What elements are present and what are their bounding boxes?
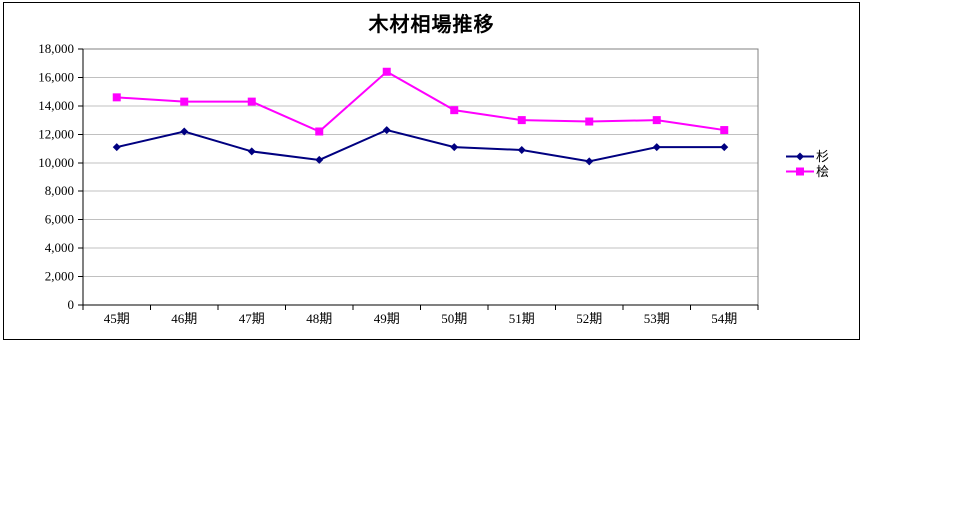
series-marker-0 <box>652 143 661 152</box>
series-marker-0 <box>315 155 324 164</box>
y-tick-label: 0 <box>68 297 75 312</box>
series-marker-0 <box>720 143 729 152</box>
legend: 杉 桧 <box>786 149 829 179</box>
y-tick-label: 10,000 <box>38 155 74 170</box>
legend-label-hinoki: 桧 <box>816 164 830 179</box>
y-tick-label: 4,000 <box>45 240 74 255</box>
x-tick-label: 46期 <box>171 311 197 326</box>
plot-svg: 0 2,000 4,000 6,000 8,000 10,000 12,000 14,000 1… <box>38 41 759 326</box>
legend-item-sugi: 杉 <box>786 149 829 164</box>
legend-item-hinoki: 桧 <box>786 164 829 179</box>
series-marker-0 <box>517 145 526 154</box>
series-marker-1 <box>585 117 594 126</box>
y-tick-label: 2,000 <box>45 269 74 284</box>
series-marker-1 <box>247 97 256 106</box>
series-marker-0 <box>450 143 459 152</box>
chart-frame[interactable]: 木材相場推移 0 2,000 4,000 6,000 8,000 10,000 12,000… <box>3 2 860 340</box>
x-tick-label: 50期 <box>441 311 467 326</box>
series-marker-0 <box>247 147 256 156</box>
series-line-1 <box>116 70 725 133</box>
y-tick-label: 12,000 <box>38 126 74 141</box>
series-marker-0 <box>180 127 189 136</box>
legend-sample-marker <box>796 152 804 161</box>
series-marker-0 <box>112 143 121 152</box>
x-tick-label: 49期 <box>374 311 400 326</box>
x-tick-label: 51期 <box>509 311 535 326</box>
y-tick-label: 14,000 <box>38 98 74 113</box>
series-marker-1 <box>112 93 121 102</box>
sugi-line-diamond-icon <box>786 152 814 161</box>
x-tick-label: 53期 <box>644 311 670 326</box>
legend-label-sugi: 杉 <box>816 149 830 164</box>
series-marker-1 <box>720 126 729 135</box>
legend-sample-marker <box>796 167 804 176</box>
y-tick-label: 6,000 <box>45 212 74 227</box>
series-line-0 <box>116 129 725 163</box>
plot-border <box>82 48 759 306</box>
series-marker-1 <box>315 127 324 136</box>
x-tick-label: 52期 <box>576 311 602 326</box>
hinoki-line-square-icon <box>786 167 814 176</box>
series-marker-1 <box>517 116 526 125</box>
x-tick-label: 47期 <box>239 311 265 326</box>
chart-title: 木材相場推移 <box>368 14 495 36</box>
x-tick-label: 48期 <box>306 311 332 326</box>
x-tick-label: 45期 <box>104 311 130 326</box>
series-marker-0 <box>382 126 391 135</box>
y-tick-label: 18,000 <box>38 41 74 56</box>
x-tick-label: 54期 <box>711 311 737 326</box>
series-marker-1 <box>180 97 189 106</box>
series-marker-1 <box>382 67 391 76</box>
series-marker-0 <box>585 157 594 166</box>
y-tick-label: 16,000 <box>38 69 74 84</box>
series-marker-1 <box>450 106 459 115</box>
y-tick-label: 8,000 <box>45 183 74 198</box>
series-marker-1 <box>652 116 661 125</box>
